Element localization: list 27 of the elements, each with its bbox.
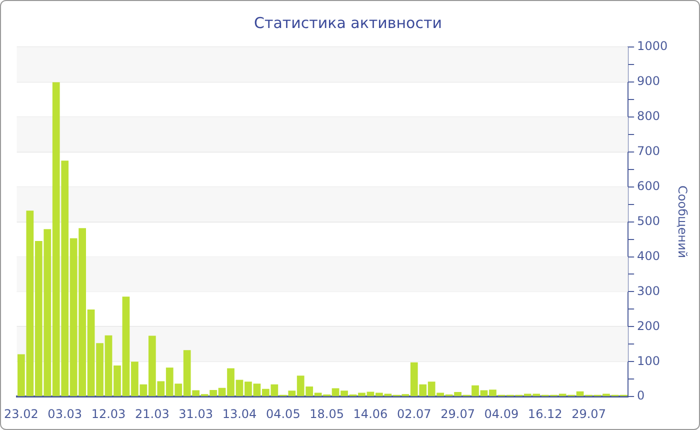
y-tick-label: 900 [637,74,660,88]
x-tick-label: 29.07 [572,406,606,421]
y-tick-label: 800 [637,109,660,124]
y-tick-label: 600 [637,178,660,193]
x-tick-label: 13.04 [222,406,257,421]
x-tick-label: 02.07 [396,406,432,421]
x-tick-label: 04.09 [484,406,519,421]
y-tick-label: 300 [637,284,660,298]
x-tick-label: 04.05 [266,406,300,421]
y-tick-label: 700 [637,144,660,158]
y-tick-label: 1000 [637,39,668,54]
y-tick-label: 200 [637,318,660,333]
x-tick-label: 23.02 [4,406,38,421]
y-axis-title: Сообщений [676,186,690,258]
x-tick-label: 18.05 [310,406,344,421]
y-tick-label: 400 [637,248,660,263]
chart-title: Статистика активности [254,14,442,32]
x-tick-label: 12.03 [91,406,126,421]
y-tick-label: 500 [637,214,660,228]
x-tick-label: 21.03 [134,406,170,421]
x-tick-label: 16.12 [528,406,562,421]
x-tick-label: 31.03 [178,406,214,421]
y-tick-label: 100 [637,354,660,368]
x-tick-label: 29.07 [440,406,475,421]
x-tick-label: 03.03 [48,406,82,421]
x-tick-label: 14.06 [353,406,388,421]
y-tick-label: 0 [637,388,645,403]
